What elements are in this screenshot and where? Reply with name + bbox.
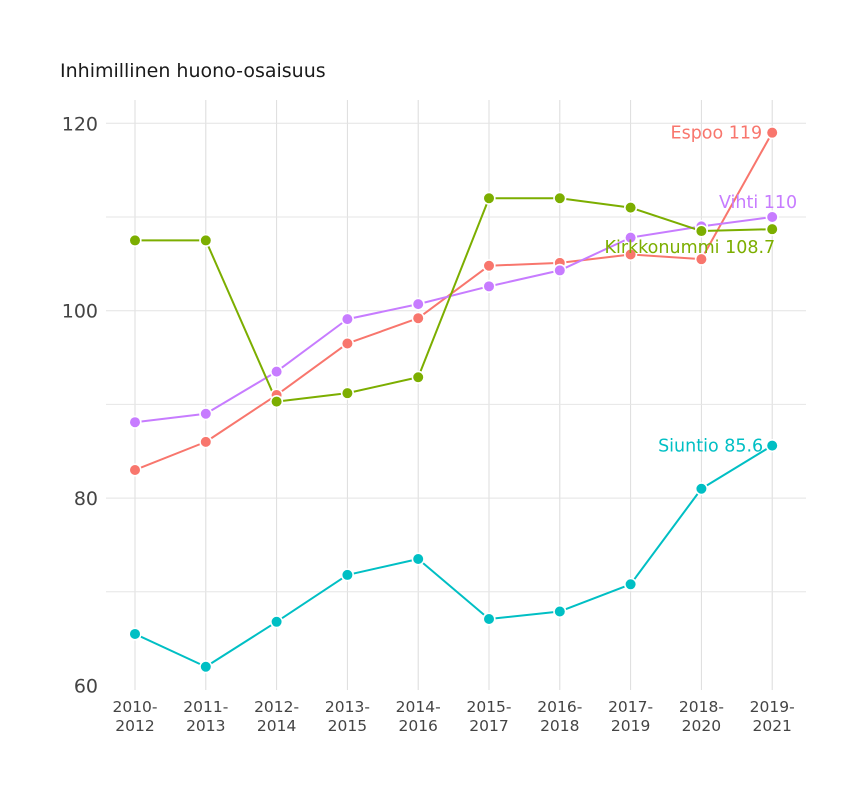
data-point-espoo	[482, 259, 496, 273]
series-line-siuntio	[134, 444, 773, 668]
series-end-labels: Espoo 119 Vihti 110 Kirkkonummi 108.7 Siunt…	[605, 124, 798, 457]
data-point-vihti	[199, 407, 213, 421]
data-point-siuntio	[694, 482, 709, 496]
data-point-espoo	[694, 252, 709, 266]
data-point-kirkkonummi	[765, 222, 779, 236]
series-line-vihti	[134, 216, 773, 424]
x-tick-label: 2017	[469, 717, 508, 735]
data-point-siuntio	[623, 577, 638, 591]
data-point-siuntio	[553, 604, 567, 619]
x-tick-label: 2013-	[325, 698, 370, 716]
data-point-siuntio	[411, 552, 425, 566]
x-tick-label: 2018-	[679, 698, 724, 716]
data-point-vihti	[553, 263, 567, 278]
data-point-espoo	[199, 435, 213, 449]
data-point-espoo	[411, 311, 425, 325]
x-tick-label: 2020	[682, 717, 721, 735]
grid-lines	[106, 100, 806, 690]
x-tick-label: 2014-	[396, 698, 441, 716]
x-tick-label: 2011-	[183, 698, 228, 716]
series-label-kirkkonummi: Kirkkonummi 108.7	[605, 238, 776, 258]
data-point-vihti	[411, 297, 425, 311]
series-label-siuntio: Siuntio 85.6	[658, 437, 763, 457]
data-points	[128, 126, 779, 674]
data-point-vihti	[623, 231, 638, 245]
data-point-siuntio	[128, 627, 142, 641]
data-point-vihti	[270, 365, 284, 379]
x-tick-label: 2017-	[608, 698, 653, 716]
data-point-siuntio	[765, 439, 779, 453]
x-tick-label: 2019	[611, 717, 650, 735]
series-label-espoo: Espoo 119	[671, 124, 763, 144]
data-point-siuntio	[199, 660, 213, 674]
data-point-kirkkonummi	[694, 224, 709, 238]
data-point-vihti	[482, 279, 496, 293]
series-label-vihti: Vihti 110	[719, 193, 797, 213]
data-point-vihti	[340, 312, 355, 326]
x-tick-label: 2014	[257, 717, 296, 735]
x-tick-label: 2021	[752, 717, 791, 735]
x-tick-label: 2016-	[537, 698, 582, 716]
data-point-kirkkonummi	[340, 386, 355, 400]
data-point-espoo	[623, 247, 638, 262]
data-point-kirkkonummi	[553, 191, 567, 205]
data-point-espoo	[340, 336, 355, 351]
chart-title: Inhimillinen huono-osaisuus	[60, 60, 326, 82]
y-tick-label: 120	[62, 113, 98, 135]
x-tick-label: 2010-	[112, 698, 157, 716]
y-tick-label: 100	[62, 301, 98, 323]
data-point-espoo	[765, 126, 779, 140]
data-point-kirkkonummi	[270, 394, 284, 409]
x-tick-label: 2013	[186, 717, 225, 735]
y-tick-label: 60	[74, 676, 98, 698]
series-line-kirkkonummi	[135, 197, 773, 403]
data-point-vihti	[128, 415, 142, 429]
x-tick-label: 2019-	[750, 698, 795, 716]
data-point-siuntio	[482, 612, 496, 626]
x-tick-label: 2012	[115, 717, 154, 735]
y-tick-label: 80	[74, 488, 98, 510]
data-point-kirkkonummi	[411, 370, 425, 384]
data-point-kirkkonummi	[128, 233, 142, 248]
data-point-kirkkonummi	[623, 201, 638, 215]
data-point-kirkkonummi	[199, 233, 213, 248]
x-tick-label: 2015	[328, 717, 367, 735]
x-tick-label: 2018	[540, 717, 579, 735]
x-tick-label: 2012-	[254, 698, 299, 716]
data-point-kirkkonummi	[482, 191, 496, 205]
data-point-siuntio	[340, 568, 355, 582]
x-tick-label: 2016	[398, 717, 437, 735]
series-lines	[134, 132, 774, 668]
x-tick-label: 2015-	[466, 698, 511, 716]
data-point-siuntio	[270, 615, 284, 629]
y-axis-ticks: 60 80 100 120	[62, 113, 98, 697]
x-axis-ticks: 2010-2012 2011-2013 2012-2014 2013-2015 2014…	[112, 698, 794, 735]
series-line-espoo	[134, 132, 774, 471]
data-point-espoo	[128, 463, 142, 477]
